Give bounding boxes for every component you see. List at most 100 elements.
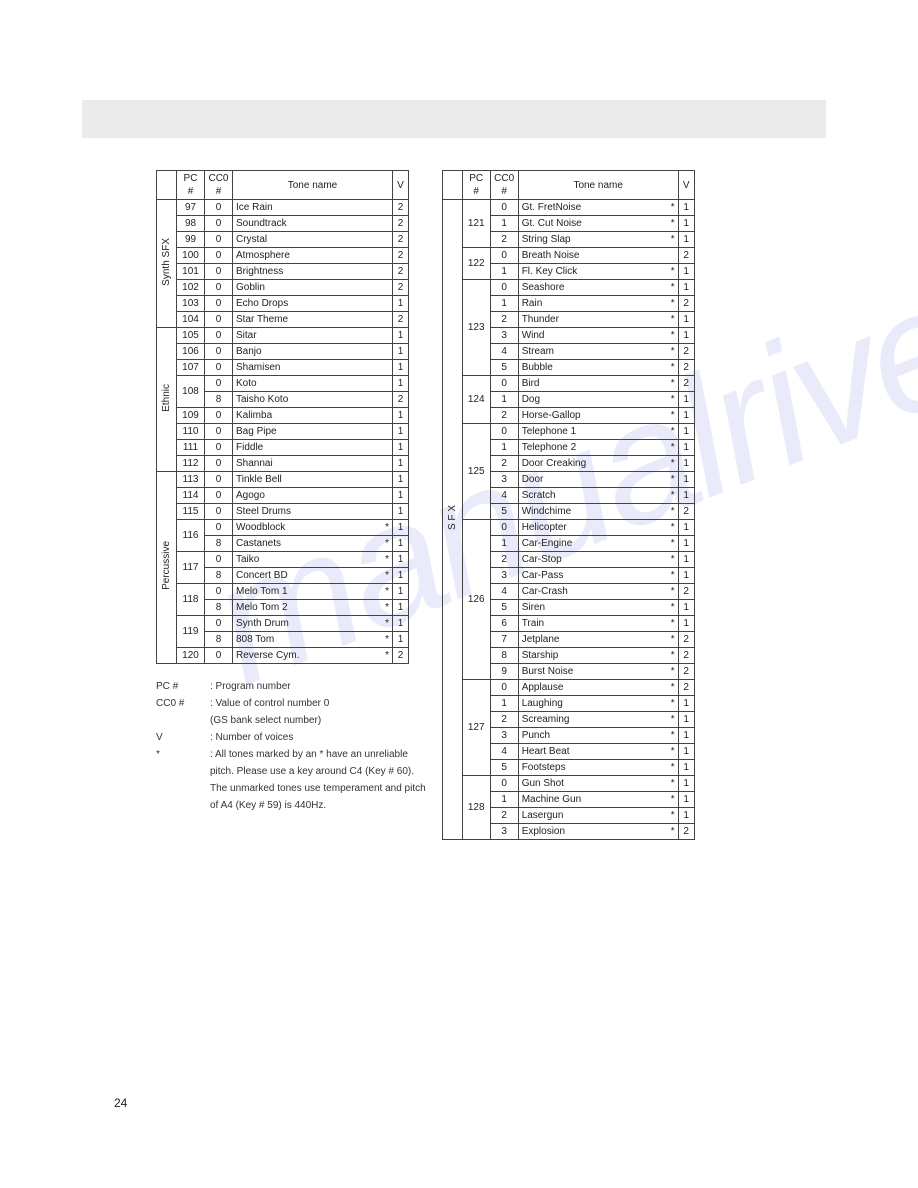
voices-cell: 1 xyxy=(678,744,694,760)
voices-cell: 1 xyxy=(393,424,409,440)
cc0-cell: 8 xyxy=(205,536,233,552)
asterisk-icon: * xyxy=(385,537,389,550)
pc-cell: 111 xyxy=(177,440,205,456)
asterisk-icon: * xyxy=(385,601,389,614)
pc-cell: 124 xyxy=(462,376,490,424)
legend-val: : Value of control number 0 xyxy=(210,695,329,712)
tone-name: Melo Tom 1 xyxy=(236,585,288,598)
tone-name-cell: Brightness xyxy=(233,264,393,280)
tone-name: 808 Tom xyxy=(236,633,274,646)
tone-name: Shannai xyxy=(236,457,273,470)
voices-cell: 2 xyxy=(393,216,409,232)
tone-name: Taiko xyxy=(236,553,259,566)
tone-name-cell: Heart Beat* xyxy=(518,744,678,760)
cc0-cell: 0 xyxy=(205,424,233,440)
voices-cell: 1 xyxy=(678,760,694,776)
tone-name-cell: Reverse Cym.* xyxy=(233,648,393,664)
asterisk-icon: * xyxy=(671,377,675,390)
pc-cell: 105 xyxy=(177,328,205,344)
legend-row: CC0 # : Value of control number 0 xyxy=(156,695,426,712)
tone-name-cell: Laughing* xyxy=(518,696,678,712)
tone-name: Bubble xyxy=(522,361,553,374)
tone-name-cell: Stream* xyxy=(518,344,678,360)
table-row: 1110Fiddle1 xyxy=(157,440,409,456)
cc0-cell: 0 xyxy=(205,248,233,264)
tone-name-cell: Car-Pass* xyxy=(518,568,678,584)
tone-name: Explosion xyxy=(522,825,565,838)
page: manualrive.com PC # CC0 # Tone name V xyxy=(0,0,918,1188)
asterisk-icon: * xyxy=(671,537,675,550)
asterisk-icon: * xyxy=(385,569,389,582)
asterisk-icon: * xyxy=(671,489,675,502)
asterisk-icon: * xyxy=(671,217,675,230)
pc-cell: 125 xyxy=(462,424,490,520)
pc-cell: 106 xyxy=(177,344,205,360)
tone-name: Door Creaking xyxy=(522,457,586,470)
asterisk-icon: * xyxy=(671,233,675,246)
asterisk-icon: * xyxy=(671,345,675,358)
tone-name: Synth Drum xyxy=(236,617,289,630)
pc-cell: 103 xyxy=(177,296,205,312)
legend-key xyxy=(156,780,202,797)
cc0-cell: 0 xyxy=(205,200,233,216)
asterisk-icon: * xyxy=(671,265,675,278)
voices-cell: 2 xyxy=(393,200,409,216)
legend-val: The unmarked tones use temperament and p… xyxy=(210,780,426,797)
tone-name-cell: Melo Tom 1* xyxy=(233,584,393,600)
asterisk-icon: * xyxy=(671,441,675,454)
cc0-cell: 0 xyxy=(205,488,233,504)
pc-cell: 112 xyxy=(177,456,205,472)
tone-name: Castanets xyxy=(236,537,281,550)
pc-cell: 102 xyxy=(177,280,205,296)
tone-name: Train xyxy=(522,617,544,630)
table-row: S F X1210Gt. FretNoise*1 xyxy=(442,200,694,216)
cc0-cell: 1 xyxy=(490,440,518,456)
tone-table-right: PC # CC0 # Tone name V S F X1210Gt. Fret… xyxy=(442,170,695,840)
cc0-cell: 0 xyxy=(205,456,233,472)
tone-name: Shamisen xyxy=(236,361,280,374)
cc0-cell: 1 xyxy=(490,536,518,552)
asterisk-icon: * xyxy=(385,633,389,646)
voices-cell: 2 xyxy=(678,648,694,664)
table-row: 1160Woodblock*1 xyxy=(157,520,409,536)
tone-name: Echo Drops xyxy=(236,297,288,310)
voices-cell: 2 xyxy=(678,680,694,696)
cc0-cell: 0 xyxy=(205,264,233,280)
asterisk-icon: * xyxy=(671,297,675,310)
tone-name: Horse-Gallop xyxy=(522,409,581,422)
voices-cell: 1 xyxy=(678,536,694,552)
pc-cell: 101 xyxy=(177,264,205,280)
cc0-cell: 0 xyxy=(490,248,518,264)
tone-name: Atmosphere xyxy=(236,249,290,262)
tone-name-cell: Explosion* xyxy=(518,824,678,840)
table-row: 990Crystal2 xyxy=(157,232,409,248)
voices-cell: 1 xyxy=(393,344,409,360)
cc0-cell: 0 xyxy=(490,376,518,392)
tone-name-cell: Gt. Cut Noise* xyxy=(518,216,678,232)
tone-name: Footsteps xyxy=(522,761,566,774)
tone-name: Starship xyxy=(522,649,559,662)
voices-cell: 2 xyxy=(393,392,409,408)
legend-row: of A4 (Key # 59) is 440Hz. xyxy=(156,797,426,814)
tone-name-cell: Shannai xyxy=(233,456,393,472)
tone-name-cell: Taisho Koto xyxy=(233,392,393,408)
asterisk-icon: * xyxy=(671,713,675,726)
tone-name: Jetplane xyxy=(522,633,560,646)
cc0-cell: 0 xyxy=(490,280,518,296)
voices-cell: 1 xyxy=(678,328,694,344)
tone-name: Koto xyxy=(236,377,257,390)
asterisk-icon: * xyxy=(671,473,675,486)
tone-name: Lasergun xyxy=(522,809,564,822)
voices-cell: 2 xyxy=(678,360,694,376)
table-row: Synth SFX970Ice Rain2 xyxy=(157,200,409,216)
asterisk-icon: * xyxy=(671,745,675,758)
tone-name-cell: Seashore* xyxy=(518,280,678,296)
tone-name-cell: Screaming* xyxy=(518,712,678,728)
asterisk-icon: * xyxy=(671,505,675,518)
voices-cell: 2 xyxy=(393,248,409,264)
pc-cell: 104 xyxy=(177,312,205,328)
tone-name-cell: Melo Tom 2* xyxy=(233,600,393,616)
pc-cell: 108 xyxy=(177,376,205,408)
tone-name: Seashore xyxy=(522,281,565,294)
voices-cell: 2 xyxy=(678,664,694,680)
